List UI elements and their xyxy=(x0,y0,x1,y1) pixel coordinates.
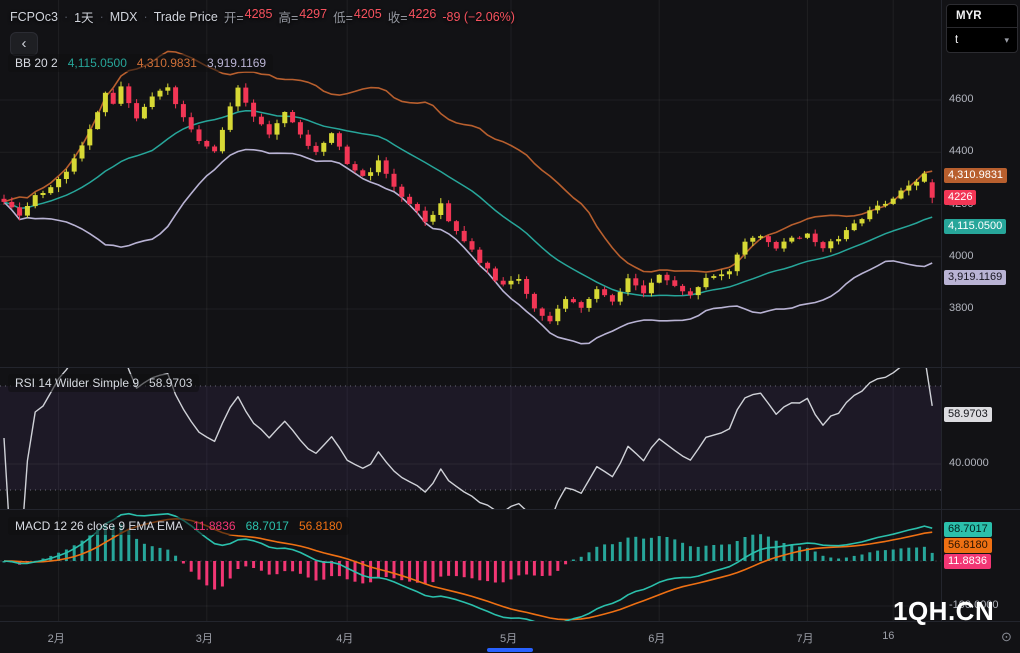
close-label: 收= xyxy=(387,11,408,25)
price-axis-tick: 4600 xyxy=(949,93,974,105)
panel-divider xyxy=(947,27,1017,28)
macd-indicator-legend: MACD 12 26 close 9 EMA EMA 11.8836 68.70… xyxy=(8,517,350,535)
back-arrow-icon: ‹ xyxy=(21,35,27,52)
rsi-axis-tick: 40.0000 xyxy=(949,457,989,469)
chevron-down-icon: ▾ xyxy=(1004,34,1009,45)
bb-lower-price-label: 3,919.1169 xyxy=(944,269,1007,285)
time-axis-label: 16 xyxy=(882,630,895,642)
signal-value-label: 56.8180 xyxy=(944,538,992,554)
watermark: 1QH.CN xyxy=(893,596,995,626)
back-button[interactable]: ‹ xyxy=(10,32,38,56)
pane-divider[interactable] xyxy=(0,509,1020,510)
separator-dot: · xyxy=(143,9,148,24)
macd-line-value: 68.7017 xyxy=(245,519,289,533)
series-type-label: Trade Price xyxy=(153,9,218,24)
currency-button[interactable]: MYR xyxy=(956,10,982,22)
close-number: 4226 xyxy=(408,7,437,21)
bb-indicator-title[interactable]: BB 20 2 xyxy=(15,56,58,70)
time-axis-label: 7月 xyxy=(796,633,814,645)
macd-signal-value: 56.8180 xyxy=(298,519,343,533)
low-value: 低= 4205 xyxy=(333,7,382,26)
macd-value-label: 68.7017 xyxy=(944,522,992,538)
open-label: 开= xyxy=(223,11,244,25)
time-axis[interactable]: 2月 3月 4月 5月 6月 7月 16 xyxy=(0,621,1020,653)
price-axis-tick: 4400 xyxy=(949,145,974,158)
price-axis-tick: 4000 xyxy=(949,249,974,262)
open-number: 4285 xyxy=(244,7,273,21)
bb-basis-price-label: 4,115.0500 xyxy=(944,218,1007,234)
timezone-icon[interactable]: ⊙ xyxy=(1001,629,1012,644)
symbol-header: FCPOc3 · 1天 · MDX · Trade Price 开= 4285 … xyxy=(10,7,515,26)
interval-label[interactable]: 1天 xyxy=(74,11,94,25)
rsi-indicator-legend: RSI 14 Wilder Simple 9 58.9703 xyxy=(8,374,200,392)
price-axis[interactable]: 4600440042004000380040.0000-100.00004,31… xyxy=(941,0,1020,621)
bb-basis-value: 4,115.0500 xyxy=(67,56,127,70)
high-value: 高= 4297 xyxy=(278,7,327,26)
time-axis-label: 5月 xyxy=(500,633,518,645)
time-axis-label: 2月 xyxy=(47,633,65,645)
bb-indicator-legend: BB 20 2 4,115.0500 4,310.9831 3,919.1169 xyxy=(8,54,274,72)
rsi-current-value: 58.9703 xyxy=(149,376,193,390)
rsi-indicator-title[interactable]: RSI 14 Wilder Simple 9 xyxy=(15,376,140,390)
time-axis-label: 3月 xyxy=(195,633,213,645)
macd-indicator-title[interactable]: MACD 12 26 close 9 EMA EMA xyxy=(15,519,184,533)
close-value: 收= 4226 xyxy=(388,7,437,26)
separator-dot: · xyxy=(63,9,69,24)
macd-axis-tick: -100.0000 xyxy=(949,599,999,611)
chart-canvas[interactable] xyxy=(0,0,941,621)
separator-dot: · xyxy=(99,9,104,24)
chart-unit-panel: MYR t ▾ xyxy=(946,4,1018,53)
low-number: 4205 xyxy=(353,7,382,21)
price-axis-tick: 3800 xyxy=(949,302,974,314)
low-label: 低= xyxy=(333,11,353,25)
unit-label: t xyxy=(955,34,959,46)
last-price-label: 4226 xyxy=(944,189,977,205)
pane-divider[interactable] xyxy=(0,367,1020,368)
rsi-value-label: 58.9703 xyxy=(944,406,992,422)
time-axis-label: 6月 xyxy=(648,633,666,645)
scrollbar-thumb[interactable] xyxy=(487,648,533,652)
bb-upper-value: 4,310.9831 xyxy=(136,56,197,70)
symbol-name[interactable]: FCPOc3 xyxy=(10,9,58,24)
hist-value-label: 11.8836 xyxy=(944,554,991,570)
macd-hist-value: 11.8836 xyxy=(193,519,236,533)
time-axis-label: 4月 xyxy=(336,633,354,645)
high-label: 高= xyxy=(278,11,299,25)
exchange-label: MDX xyxy=(109,9,138,24)
bb-upper-price-label: 4,310.9831 xyxy=(944,167,1008,183)
bb-lower-value: 3,919.1169 xyxy=(206,56,267,70)
open-value: 开= 4285 xyxy=(224,7,273,26)
high-number: 4297 xyxy=(299,7,328,21)
unit-button[interactable]: t ▾ xyxy=(947,28,1017,52)
change-value: -89 (−2.06%) xyxy=(442,9,515,24)
